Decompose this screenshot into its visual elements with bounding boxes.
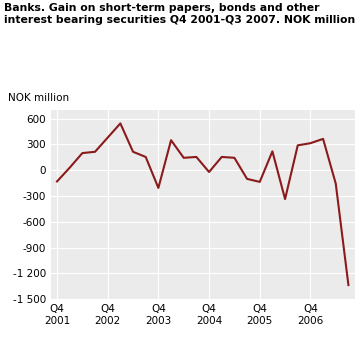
Text: NOK million: NOK million <box>8 93 69 103</box>
Text: Banks. Gain on short-term papers, bonds and other
interest bearing securities Q4: Banks. Gain on short-term papers, bonds … <box>4 3 355 25</box>
